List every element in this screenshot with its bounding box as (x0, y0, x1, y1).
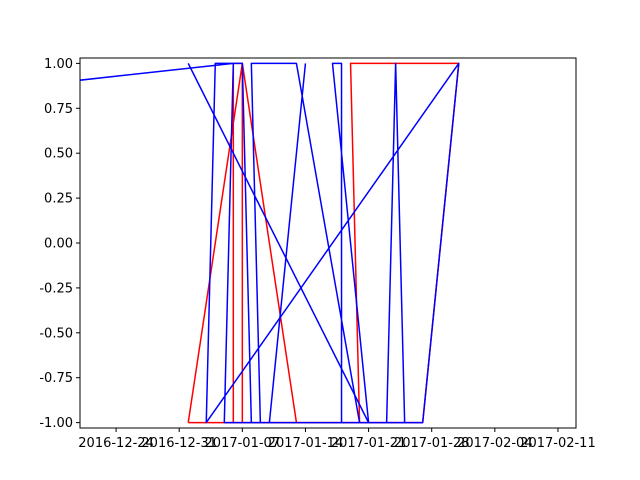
y-tick-label: 1.00 (44, 57, 73, 72)
y-tick-label: -0.50 (39, 326, 73, 341)
x-tick-label: 2016-12-24 (78, 436, 154, 451)
y-tick-label: 0.50 (44, 147, 73, 162)
x-tick-label: 2017-02-11 (520, 436, 596, 451)
x-tick-label: 2017-01-21 (331, 436, 407, 451)
x-axis: 2016-12-242016-12-312017-01-072017-01-14… (78, 428, 596, 451)
x-tick-label: 2016-12-31 (141, 436, 217, 451)
x-tick-label: 2017-01-14 (268, 436, 344, 451)
series-line-4 (268, 63, 307, 423)
series-line-3 (187, 63, 370, 423)
y-axis: -1.00 -0.75 -0.50 -0.25 0.00 0.25 0.50 0.75 1.00 (39, 57, 80, 431)
series-layer (80, 62, 460, 424)
series-line-2 (80, 62, 460, 424)
y-tick-label: -1.00 (39, 416, 73, 431)
y-tick-label: 0.25 (44, 192, 73, 207)
x-tick-label: 2017-01-28 (394, 436, 470, 451)
y-tick-label: 0.00 (44, 237, 73, 252)
x-tick-label: 2017-01-07 (205, 436, 281, 451)
x-tick-label: 2017-02-04 (457, 436, 533, 451)
y-tick-label: -0.75 (39, 371, 73, 386)
y-tick-label: -0.25 (39, 281, 73, 296)
y-tick-label: 0.75 (44, 102, 73, 117)
